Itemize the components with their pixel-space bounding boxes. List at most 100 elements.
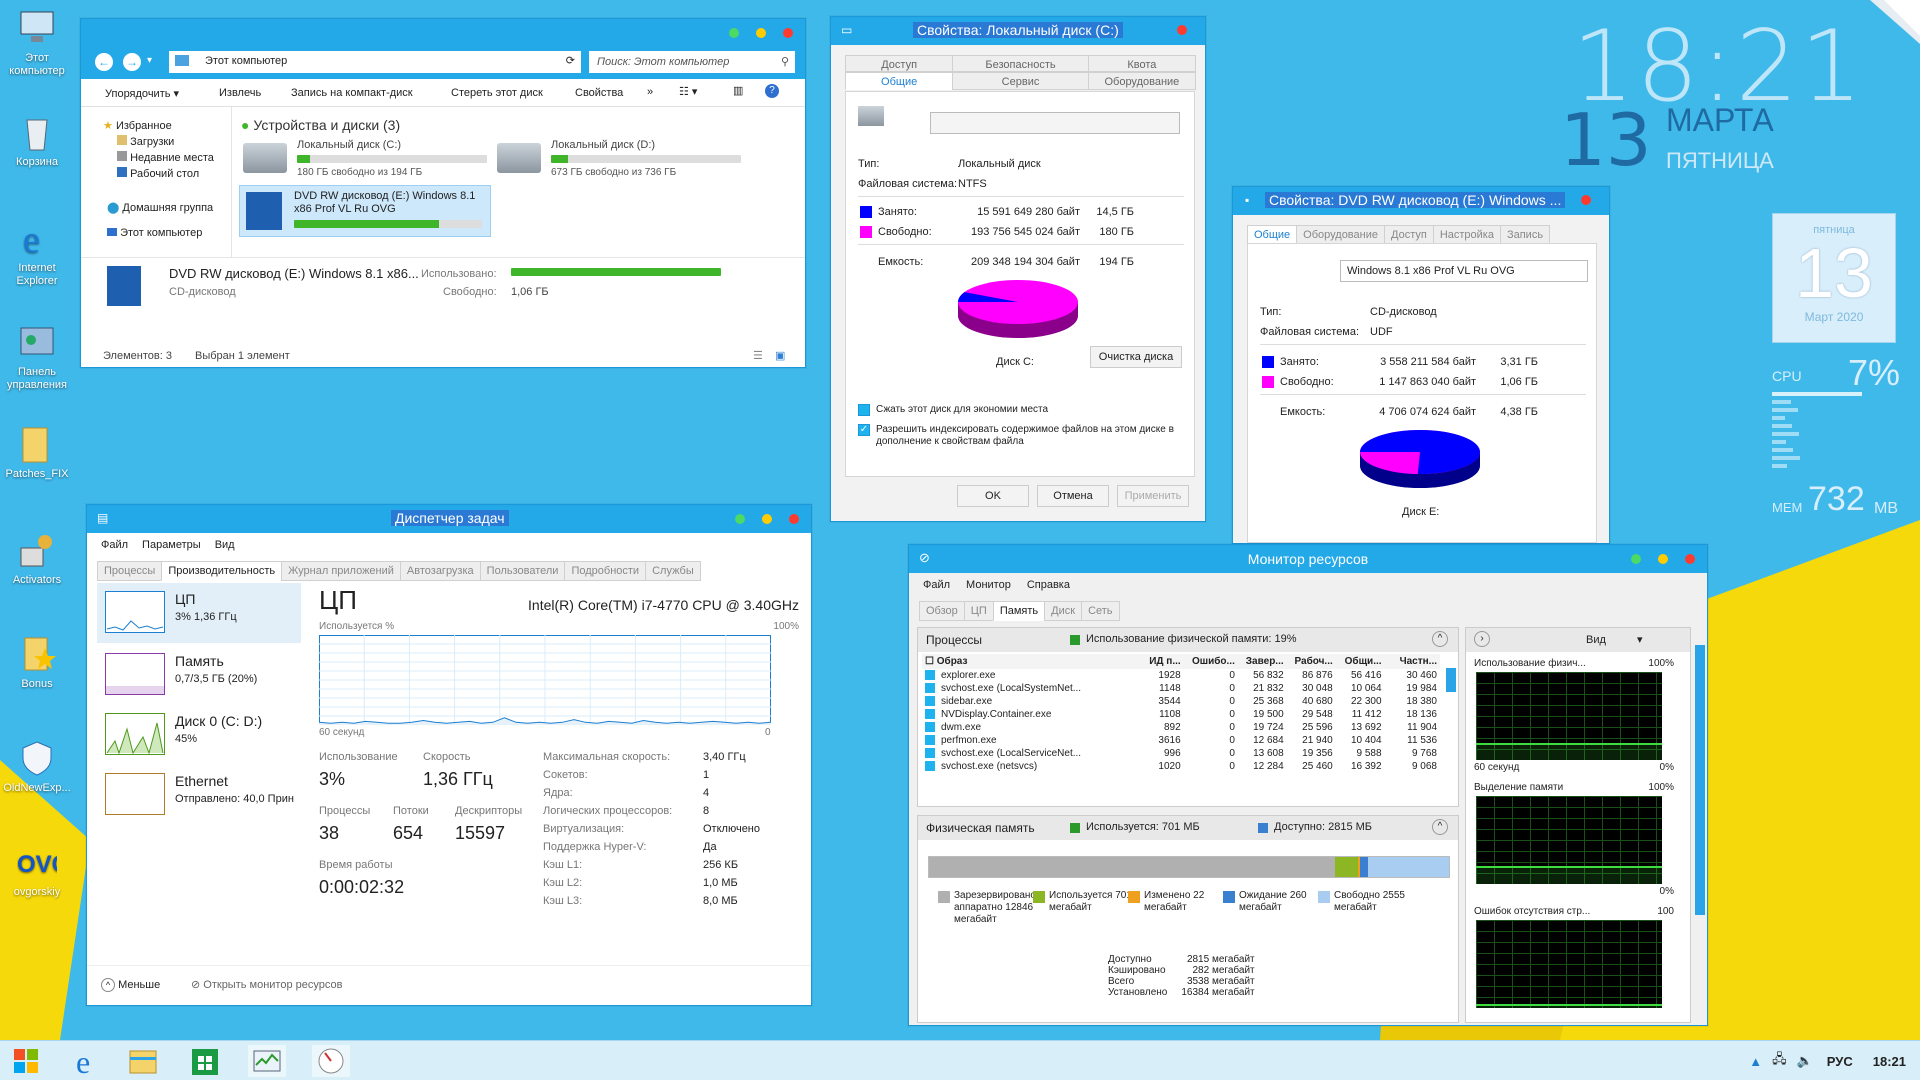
physical-memory-header[interactable]: Физическая память Используется: 701 МБ Д… (918, 816, 1458, 840)
desktop-icon-activators[interactable]: Activators (0, 530, 74, 587)
column-header[interactable]: Рабоч... (1294, 656, 1333, 667)
desktop-icon-ovgorskiy[interactable]: OVG ovgorskiy (0, 842, 74, 899)
properties-c-titlebar[interactable]: ▭ Свойства: Локальный диск (C:) (831, 17, 1205, 45)
maximize-button[interactable] (729, 28, 739, 38)
close-button[interactable] (1177, 25, 1187, 35)
details-view-icon[interactable]: ☰ (753, 350, 763, 362)
more-button[interactable]: » (647, 86, 654, 98)
sidebar-item-homegroup[interactable]: ⬤ Домашняя группа (107, 201, 213, 214)
help-icon[interactable]: ? (765, 84, 779, 98)
apply-button[interactable]: Применить (1117, 485, 1189, 507)
ok-button[interactable]: OK (957, 485, 1029, 507)
menu-help[interactable]: Справка (1026, 579, 1070, 591)
menu-options[interactable]: Параметры (142, 539, 201, 551)
tab-sharing[interactable]: Доступ (1384, 225, 1434, 245)
sidebar-item-desktop[interactable]: Рабочий стол (117, 167, 199, 180)
row-checkbox[interactable] (925, 683, 935, 694)
table-row[interactable]: sidebar.exe 3544 0 25 368 40 680 22 300 18 380 (922, 695, 1440, 708)
chevron-down-icon[interactable]: ▾ (147, 55, 153, 66)
tab-access[interactable]: Доступ (845, 55, 954, 72)
desktop-icon-bonus[interactable]: Bonus (0, 634, 74, 691)
tab-recording[interactable]: Запись (1499, 225, 1551, 245)
index-checkbox[interactable]: ✓ (858, 424, 870, 436)
drive-item-c[interactable]: Локальный диск (C:) 180 ГБ свободно из 1… (243, 137, 487, 179)
volume-label-input[interactable] (930, 112, 1180, 134)
tab-app-history[interactable]: Журнал приложений (281, 561, 401, 581)
taskbar-app-taskmgr[interactable] (248, 1045, 286, 1077)
back-icon[interactable]: ← (95, 53, 113, 71)
tab-memory[interactable]: Память (992, 601, 1046, 621)
desktop-icon-computer[interactable]: Этот компьютер (0, 8, 74, 78)
tab-overview[interactable]: Обзор (919, 601, 965, 621)
menu-view[interactable]: Вид (214, 539, 235, 551)
perf-item-memory[interactable]: Память 0,7/3,5 ГБ (20%) (97, 645, 301, 703)
burn-button[interactable]: Запись на компакт-диск (291, 87, 413, 99)
organize-button[interactable]: Упорядочить ▾ (105, 88, 180, 100)
cancel-button[interactable]: Отмена (1037, 485, 1109, 507)
sidebar-item-favorites[interactable]: ★ Избранное (103, 119, 172, 132)
table-row[interactable]: explorer.exe 1928 0 56 832 86 876 56 416 30 46… (922, 669, 1440, 682)
properties-e-titlebar[interactable]: ▪ Свойства: DVD RW дисковод (E:) Windows… (1233, 187, 1609, 215)
collapse-icon[interactable]: ^ (1432, 631, 1448, 647)
close-button[interactable] (1581, 195, 1591, 205)
tab-hardware[interactable]: Оборудование (1296, 225, 1385, 245)
collapse-icon[interactable]: ^ (1432, 819, 1448, 835)
open-resource-monitor-link[interactable]: ⊘ Открыть монитор ресурсов (191, 978, 342, 991)
row-checkbox[interactable] (925, 696, 935, 707)
sidebar-item-this-pc[interactable]: Этот компьютер (107, 227, 202, 239)
taskbar-app-resmon[interactable] (312, 1045, 350, 1077)
close-button[interactable] (1685, 554, 1695, 564)
minimize-button[interactable] (1658, 554, 1668, 564)
show-hidden-icons-icon[interactable]: ▲ (1749, 1053, 1763, 1069)
preview-pane-icon[interactable]: ▥ (733, 85, 744, 97)
tab-tools[interactable]: Сервис (952, 72, 1089, 90)
desktop-icon-oldnewexplorer[interactable]: OldNewExp... (0, 738, 74, 795)
erase-disc-button[interactable]: Стереть этот диск (451, 87, 543, 99)
minimize-button[interactable] (756, 28, 766, 38)
table-row[interactable]: svchost.exe (LocalSystemNet... 1148 0 21 83… (922, 682, 1440, 695)
desktop-icon-recycle-bin[interactable]: Корзина (0, 112, 74, 169)
maximize-button[interactable] (735, 514, 745, 524)
volume-icon[interactable]: 🔈 (1796, 1053, 1813, 1068)
tab-processes[interactable]: Процессы (97, 561, 163, 581)
column-header[interactable]: ИД п... (1149, 656, 1181, 667)
main-scrollbar[interactable] (1695, 645, 1705, 915)
tiles-view-icon[interactable]: ▣ (775, 350, 786, 362)
view-dropdown[interactable]: Вид ▾ (1586, 633, 1643, 646)
drive-item-e-selected[interactable]: DVD RW дисковод (E:) Windows 8.1 x86 Pro… (239, 185, 491, 237)
page-curl-icon[interactable] (1870, 0, 1920, 44)
tab-security[interactable]: Безопасность (952, 55, 1089, 72)
desktop-icon-patches[interactable]: Patches_FIX (0, 424, 74, 481)
menu-file[interactable]: Файл (101, 539, 129, 551)
close-button[interactable] (789, 514, 799, 524)
tab-general[interactable]: Общие (845, 72, 954, 90)
start-button[interactable] (6, 1045, 46, 1077)
row-checkbox[interactable] (925, 761, 935, 772)
close-button[interactable] (783, 28, 793, 38)
row-checkbox[interactable] (925, 748, 935, 759)
search-input[interactable]: Поиск: Этот компьютер ⚲ (589, 51, 795, 73)
table-row[interactable]: svchost.exe (netsvcs) 1020 0 12 284 25 460 16… (922, 760, 1440, 773)
tab-startup[interactable]: Автозагрузка (399, 561, 481, 581)
tab-quota[interactable]: Квота (1087, 55, 1197, 72)
row-checkbox[interactable] (925, 722, 935, 733)
tab-performance[interactable]: Производительность (161, 561, 283, 581)
desktop-icon-ie[interactable]: e Internet Explorer (0, 218, 74, 288)
resource-monitor-titlebar[interactable]: ⊘ Монитор ресурсов (909, 545, 1707, 573)
search-icon[interactable]: ⚲ (780, 56, 789, 68)
perf-item-ethernet[interactable]: Ethernet Отправлено: 40,0 Прин (97, 765, 301, 823)
compress-checkbox[interactable] (858, 404, 870, 416)
menu-file[interactable]: Файл (923, 579, 951, 591)
column-header[interactable]: Частн... (1399, 656, 1437, 667)
column-header[interactable]: ☐ Образ (925, 656, 968, 667)
column-header[interactable]: Ошибо... (1191, 656, 1235, 667)
tab-users[interactable]: Пользователи (479, 561, 566, 581)
fewer-details-button[interactable]: ^ Меньше (101, 978, 160, 992)
sidebar-item-recent[interactable]: Недавние места (117, 151, 214, 164)
taskbar-app-store[interactable] (186, 1045, 224, 1077)
disk-cleanup-button[interactable]: Очистка диска (1090, 346, 1182, 368)
taskbar-clock[interactable]: 18:21 (1872, 1053, 1906, 1069)
tab-details[interactable]: Подробности (564, 561, 647, 581)
language-indicator[interactable]: РУС (1826, 1053, 1853, 1069)
row-checkbox[interactable] (925, 670, 935, 681)
